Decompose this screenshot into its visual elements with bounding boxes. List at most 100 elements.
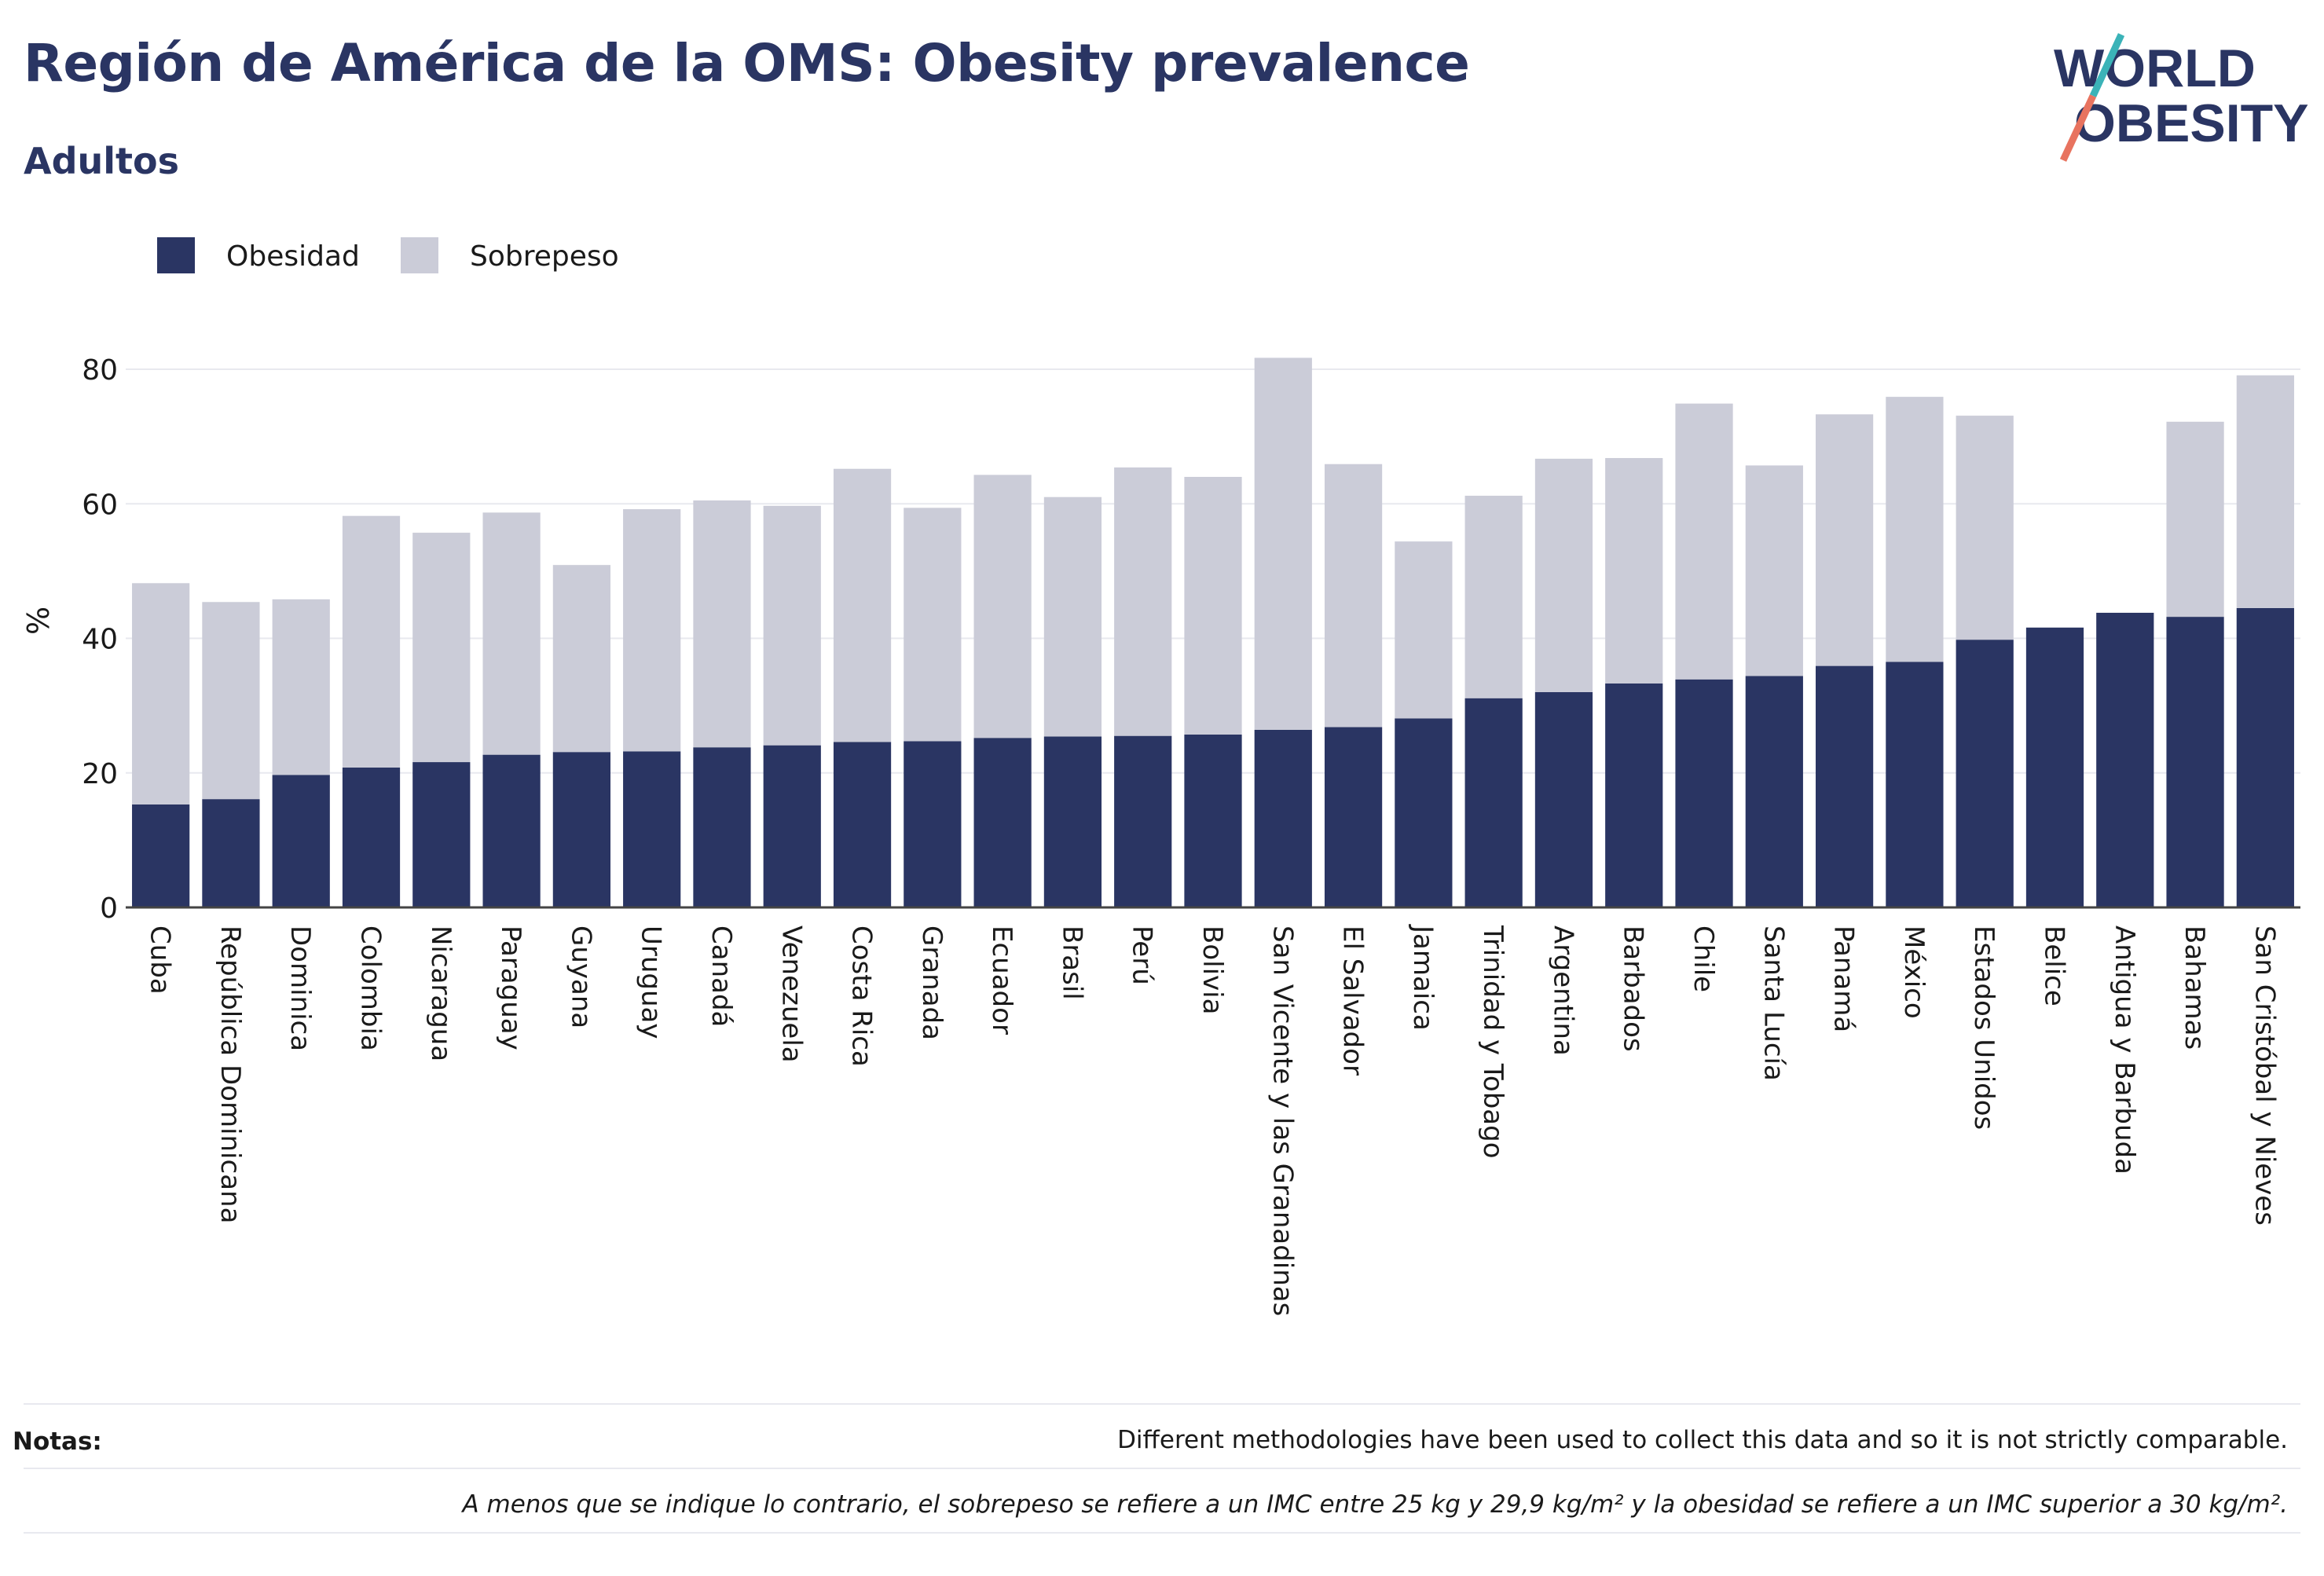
- bar-sobrepeso: [1886, 397, 1944, 662]
- y-tick-label: 80: [82, 354, 118, 387]
- bar-sobrepeso: [1324, 464, 1383, 728]
- x-tick-label: Belice: [2038, 925, 2069, 1006]
- bar-obesidad: [1254, 729, 1312, 907]
- bar-obesidad: [1886, 662, 1944, 907]
- bar-sobrepeso: [1114, 467, 1172, 736]
- divider: [24, 1468, 2300, 1469]
- x-tick-label: México: [1898, 925, 1930, 1019]
- bar-obesidad: [623, 751, 681, 907]
- bar-obesidad: [342, 767, 401, 907]
- bar-sobrepeso: [552, 565, 610, 753]
- bar-sobrepeso: [1043, 497, 1102, 737]
- bar-sobrepeso: [272, 599, 330, 775]
- bar-obesidad: [693, 747, 751, 907]
- x-tick-label: Ecuador: [986, 925, 1017, 1035]
- x-tick-label: Santa Lucía: [1758, 925, 1789, 1081]
- bar-sobrepeso: [1816, 414, 1874, 666]
- bar-obesidad: [1324, 727, 1383, 907]
- bar-obesidad: [1745, 676, 1803, 907]
- bar-obesidad: [202, 799, 260, 907]
- bar-sobrepeso: [1395, 541, 1453, 719]
- x-tick-label: San Vicente y las Granadinas: [1266, 925, 1298, 1316]
- bar-sobrepeso: [482, 512, 541, 755]
- legend: Obesidad Sobrepeso: [157, 237, 619, 273]
- x-tick-label: San Cristóbal y Nieves: [2249, 925, 2280, 1226]
- bar-obesidad: [1184, 734, 1242, 907]
- bar-sobrepeso: [1605, 458, 1663, 684]
- x-tick-label: Estados Unidos: [1968, 925, 2000, 1130]
- x-tick-label: Paraguay: [495, 925, 526, 1050]
- y-tick-label: 40: [82, 624, 118, 656]
- x-tick-label: Antigua y Barbuda: [2109, 925, 2140, 1175]
- bar-obesidad: [1675, 679, 1733, 907]
- x-tick-label: Panamá: [1828, 925, 1860, 1032]
- y-axis-ticks: 0 20 40 60 80: [82, 354, 118, 925]
- x-tick-label: Bahamas: [2179, 925, 2210, 1050]
- y-axis-label: %: [21, 607, 56, 635]
- bar-sobrepeso: [1956, 416, 2014, 640]
- bar-obesidad: [272, 775, 330, 907]
- bar-obesidad: [1043, 736, 1102, 907]
- bar-sobrepeso: [1675, 403, 1733, 680]
- bar-sobrepeso: [693, 500, 751, 748]
- logo-teal-slash: [2089, 33, 2125, 97]
- x-tick-label: Colombia: [355, 925, 387, 1051]
- bar-sobrepeso: [2166, 421, 2224, 618]
- legend-label-obesidad: Obesidad: [226, 240, 360, 273]
- bar-sobrepeso: [342, 515, 401, 768]
- x-tick-label: Bolivia: [1197, 925, 1228, 1014]
- divider: [24, 1532, 2300, 1534]
- x-tick-label: Perú: [1127, 925, 1158, 985]
- bar-sobrepeso: [1534, 458, 1593, 692]
- x-tick-label: Argentina: [1547, 925, 1578, 1056]
- x-tick-label: Brasil: [1056, 925, 1087, 1000]
- bar-sobrepeso: [623, 509, 681, 752]
- bar-sobrepeso: [763, 505, 821, 746]
- x-tick-label: Canadá: [706, 925, 737, 1027]
- bar-obesidad: [1464, 698, 1523, 907]
- divider: [24, 1403, 2300, 1405]
- bar-obesidad: [973, 738, 1032, 907]
- legend-swatch-obesidad: [157, 237, 195, 273]
- x-tick-label: Cuba: [145, 925, 176, 995]
- bar-obesidad: [1816, 665, 1874, 907]
- x-tick-label: Uruguay: [636, 925, 667, 1039]
- x-tick-label: El Salvador: [1337, 925, 1369, 1076]
- bar-sobrepeso: [1254, 357, 1312, 730]
- bar-obesidad: [763, 745, 821, 907]
- legend-swatch-sobrepeso: [401, 237, 438, 273]
- y-tick-label: 0: [100, 892, 118, 925]
- x-axis-labels: Cuba República Dominicana Dominica Colombia…: [145, 924, 2281, 1316]
- y-tick-label: 20: [82, 758, 118, 790]
- bar-obesidad: [904, 741, 962, 907]
- bar-obesidad: [2236, 607, 2294, 907]
- bar-sobrepeso: [1745, 465, 1803, 676]
- y-tick-label: 60: [82, 489, 118, 521]
- x-tick-label: Dominica: [284, 925, 316, 1051]
- bar-obesidad: [2025, 627, 2084, 907]
- bar-obesidad: [552, 752, 610, 907]
- x-tick-label: Chile: [1688, 925, 1719, 992]
- bar-sobrepeso: [973, 475, 1032, 739]
- bar-obesidad: [1114, 735, 1172, 907]
- x-tick-label: Granada: [916, 925, 948, 1040]
- bar-sobrepeso: [904, 508, 962, 742]
- logo-line2: OBESITY: [2074, 93, 2309, 153]
- logo-line1: WORLD: [2054, 38, 2256, 98]
- bar-sobrepeso: [202, 602, 260, 800]
- bar-chart: Obesidad Sobrepeso 0 20 40 60 80 % Cuba Repúb…: [21, 237, 2300, 1316]
- x-tick-label: Nicaragua: [425, 925, 456, 1061]
- bars: [132, 357, 2294, 907]
- logo-coral-slash: [2059, 94, 2097, 162]
- bar-obesidad: [833, 742, 892, 907]
- legend-label-sobrepeso: Sobrepeso: [470, 240, 619, 273]
- bar-obesidad: [1605, 683, 1663, 907]
- x-tick-label: Barbados: [1618, 925, 1649, 1052]
- bar-obesidad: [1395, 718, 1453, 907]
- x-tick-label: Trinidad y Tobago: [1477, 925, 1508, 1159]
- bar-sobrepeso: [132, 583, 190, 804]
- chart-title: Región de América de la OMS: Obesity pre…: [24, 33, 1470, 93]
- bar-sobrepeso: [1464, 495, 1523, 698]
- x-tick-label: Jamaica: [1407, 924, 1439, 1031]
- bar-sobrepeso: [1184, 477, 1242, 735]
